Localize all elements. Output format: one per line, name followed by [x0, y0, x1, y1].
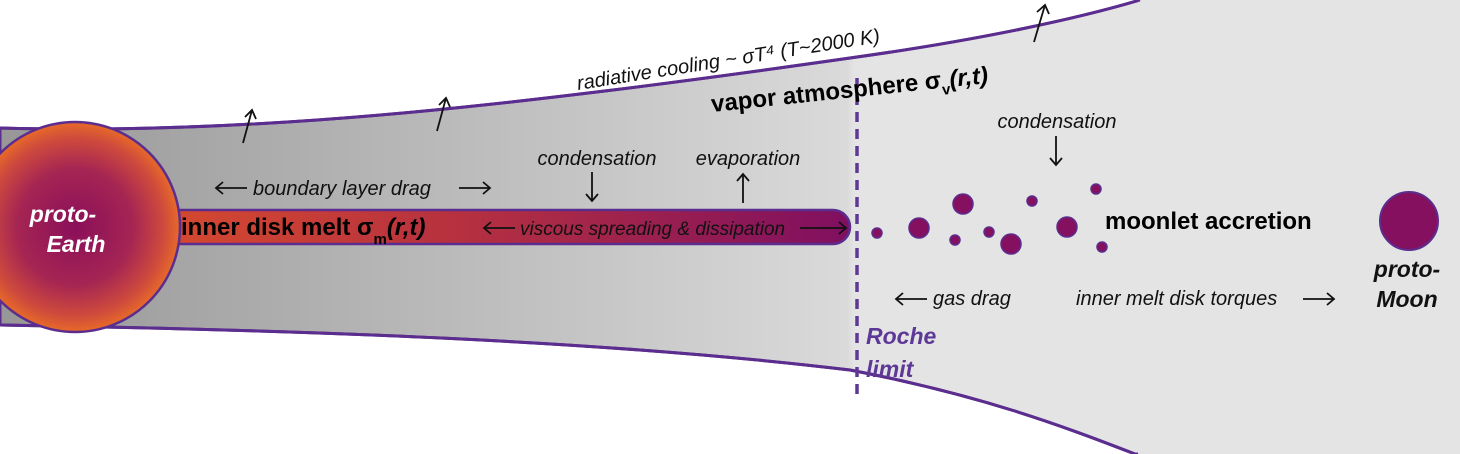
arrow-up-icon — [436, 96, 451, 132]
moonlets — [871, 183, 1108, 255]
moonlet — [1056, 216, 1078, 238]
gas-drag-label: gas drag — [933, 288, 1011, 310]
arrow-left-icon — [214, 181, 247, 195]
arrow-right-icon — [1303, 292, 1336, 306]
disk-lower-edge — [0, 323, 1136, 454]
inner-disk-melt-label: inner disk melt σm(r,t) — [181, 214, 425, 248]
boundary-layer-drag-label: boundary layer drag — [253, 178, 431, 200]
proto-earth-label-2: Earth — [47, 231, 106, 257]
moonlet — [1000, 233, 1022, 255]
inner-melt-torques-label: inner melt disk torques — [1076, 288, 1277, 310]
disk-upper-edge — [0, 0, 1141, 131]
arrow-right-icon — [459, 181, 492, 195]
arrow-left-icon — [482, 221, 515, 235]
evaporation-label: evaporation — [696, 148, 801, 170]
roche-limit-label-2: limit — [866, 356, 915, 382]
moonlet — [1026, 195, 1038, 207]
moonlet — [1096, 241, 1108, 253]
proto-moon — [1379, 191, 1439, 251]
moonlet-accretion-label: moonlet accretion — [1105, 208, 1312, 235]
arrow-left-icon — [894, 292, 927, 306]
moonlet — [952, 193, 974, 215]
proto-moon-label-2: Moon — [1376, 286, 1437, 312]
moonlet — [949, 234, 961, 246]
proto-earth — [0, 120, 182, 334]
roche-limit-label-1: Roche — [866, 323, 937, 349]
proto-moon-label-1: proto- — [1373, 256, 1440, 282]
viscous-spreading-label: viscous spreading & dissipation — [520, 219, 785, 240]
arrow-up-icon — [736, 172, 750, 203]
arrow-right-icon — [800, 221, 848, 235]
arrow-down-icon — [585, 172, 599, 203]
arrow-up-icon — [242, 108, 257, 144]
arrow-down-icon — [1049, 136, 1063, 167]
proto-earth-label-1: proto- — [29, 201, 96, 227]
moonlet — [983, 226, 995, 238]
condensation-right-label: condensation — [998, 111, 1117, 133]
condensation-left-label: condensation — [538, 148, 657, 170]
moonlet — [908, 217, 930, 239]
moonlet — [871, 227, 883, 239]
arrow-up-icon — [1033, 3, 1050, 43]
moonlet — [1090, 183, 1102, 195]
